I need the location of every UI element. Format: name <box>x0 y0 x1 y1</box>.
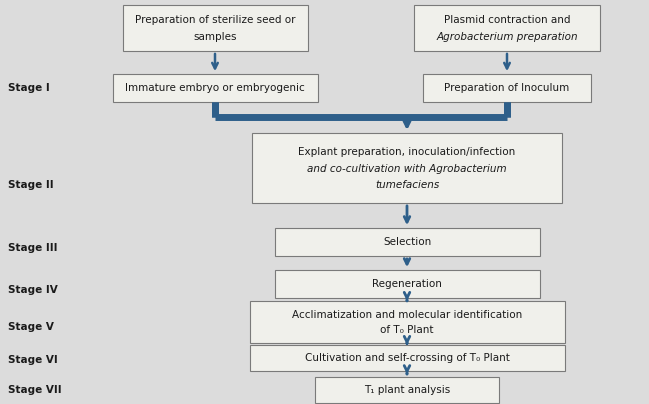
Text: Stage VII: Stage VII <box>8 385 62 395</box>
Text: and co-cultivation with Agrobacterium: and co-cultivation with Agrobacterium <box>0 403 1 404</box>
Text: Plasmid contraction and: Plasmid contraction and <box>444 15 570 25</box>
Text: of T₀ Plant: of T₀ Plant <box>380 325 434 335</box>
Text: Preparation of sterilize seed or: Preparation of sterilize seed or <box>135 15 295 25</box>
FancyBboxPatch shape <box>275 270 539 298</box>
Text: Stage V: Stage V <box>8 322 54 332</box>
FancyBboxPatch shape <box>252 133 562 203</box>
Text: Selection: Selection <box>383 237 431 247</box>
Text: Explant preparation, inoculation/infection: Explant preparation, inoculation/infecti… <box>299 147 515 157</box>
Text: Regeneration: Regeneration <box>372 279 442 289</box>
FancyBboxPatch shape <box>249 301 565 343</box>
Text: Immature embryo or embryogenic: Immature embryo or embryogenic <box>125 83 305 93</box>
Text: Stage II: Stage II <box>8 180 54 190</box>
Text: Stage VI: Stage VI <box>8 355 58 365</box>
Text: Stage I: Stage I <box>8 83 50 93</box>
Text: tumefaciens: tumefaciens <box>375 181 439 191</box>
Text: Acclimatization and molecular identification: Acclimatization and molecular identifica… <box>292 310 522 320</box>
FancyBboxPatch shape <box>423 74 591 102</box>
Text: samples: samples <box>193 32 237 42</box>
Text: T₁ plant analysis: T₁ plant analysis <box>364 385 450 395</box>
Text: Stage III: Stage III <box>8 243 58 253</box>
FancyBboxPatch shape <box>249 345 565 371</box>
FancyBboxPatch shape <box>315 377 500 403</box>
Text: Cultivation and self-crossing of T₀ Plant: Cultivation and self-crossing of T₀ Plan… <box>304 353 509 363</box>
Text: Preparation of Inoculum: Preparation of Inoculum <box>445 83 570 93</box>
FancyBboxPatch shape <box>112 74 317 102</box>
Text: Agrobacterium preparation: Agrobacterium preparation <box>436 32 578 42</box>
Text: and co-cultivation with ​Agrobacterium: and co-cultivation with ​Agrobacterium <box>307 164 507 174</box>
Text: and co-cultivation with Agrobacterium: and co-cultivation with Agrobacterium <box>0 403 1 404</box>
FancyBboxPatch shape <box>123 5 308 51</box>
Text: Stage IV: Stage IV <box>8 285 58 295</box>
FancyBboxPatch shape <box>275 228 539 256</box>
FancyBboxPatch shape <box>415 5 600 51</box>
